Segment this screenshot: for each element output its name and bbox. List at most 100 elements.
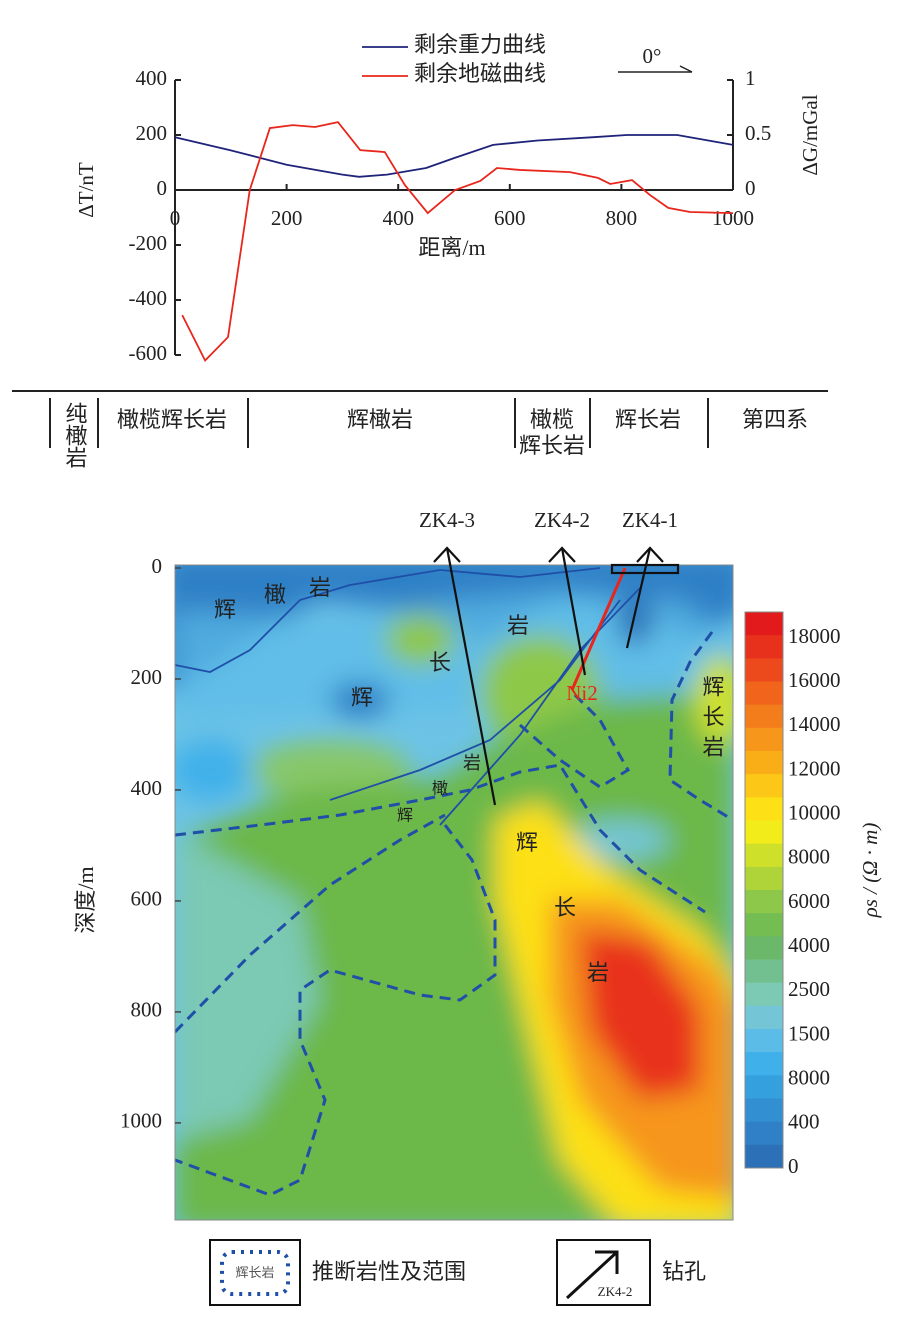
series-line: [181, 121, 734, 363]
legend-sample: 辉长岩: [235, 1265, 274, 1280]
drill-holes: [433, 546, 680, 806]
rock-label: 橄: [264, 582, 286, 607]
rock-label: 橄: [432, 780, 448, 798]
y-tick-label: 200: [136, 121, 168, 145]
colorbar-band: [745, 959, 783, 984]
legend-sample: ZK4-2: [598, 1284, 633, 1299]
colorbar-label: 1500: [788, 1021, 830, 1045]
colorbar-label: 4000: [788, 933, 830, 957]
colorbar-band: [745, 1029, 783, 1053]
depth-tick-label: 1000: [120, 1109, 162, 1133]
y2-tick-label: 0.5: [745, 121, 771, 145]
rock-label: 辉: [516, 830, 538, 855]
colorbar-band: [745, 1098, 783, 1123]
rock-label: 岩: [309, 575, 331, 600]
colorbar-band: [745, 681, 783, 706]
strata-frame: [12, 390, 828, 448]
x-tick-label: 0: [170, 206, 181, 230]
y-tick-label: 0: [157, 176, 168, 200]
y-tick-label: -400: [129, 286, 168, 310]
depth-label: 深度/m: [73, 866, 98, 933]
colorbar-band: [745, 866, 783, 891]
y2-axis-label: ΔG/mGal: [798, 94, 822, 175]
depth-tick-label: 200: [131, 665, 163, 689]
stratum-label: 辉橄岩: [347, 407, 413, 432]
x-tick-label: 600: [494, 206, 526, 230]
colorbar-label: 8000: [788, 845, 830, 869]
colorbar-band: [745, 820, 783, 845]
y-tick-label: -600: [129, 341, 168, 365]
colorbar-frame: [744, 611, 784, 1169]
y2-tick-label: 1: [745, 66, 756, 90]
legend-text: 钻孔: [662, 1259, 706, 1284]
drill-hole-label: ZK4-2: [534, 508, 590, 532]
depth-tick-label: 0: [152, 554, 163, 578]
colorbar-label: 12000: [788, 756, 841, 780]
depth-tick-label: 400: [131, 776, 163, 800]
colorbar-band: [745, 774, 783, 798]
colorbar-band: [745, 982, 783, 1007]
colorbar-label: 8000: [788, 1065, 830, 1089]
colorbar-label: 2500: [788, 977, 830, 1001]
depth-tick-label: 600: [131, 887, 163, 911]
ore-body: [570, 567, 627, 691]
legend-text: 推断岩性及范围: [312, 1259, 466, 1284]
colorbar-label: 18000: [788, 624, 841, 648]
north-arrow-head: [679, 65, 693, 73]
colorbar-label: 10000: [788, 800, 841, 824]
x-axis-label: 距离/m: [418, 235, 485, 260]
colorbar-band: [745, 612, 783, 636]
x-tick-label: 800: [606, 206, 638, 230]
colorbar-band: [745, 1144, 783, 1169]
inferred-boundaries: [175, 631, 733, 1197]
rock-label: 辉: [351, 685, 373, 710]
rock-label: 长: [429, 650, 451, 675]
y2-tick-label: 0: [745, 176, 756, 200]
rock-label: 辉: [214, 597, 236, 622]
series-line: [174, 134, 734, 178]
ore-label: Ni2: [566, 681, 598, 705]
stratum-label: 辉长岩: [519, 433, 585, 458]
x-tick-label: 1000: [712, 206, 754, 230]
stratum-label: 橄榄辉长岩: [117, 407, 227, 432]
legend-label: 剩余地磁曲线: [414, 61, 546, 86]
rock-label-vertical: 辉长岩: [700, 675, 725, 765]
north-label: 0°: [643, 44, 662, 68]
colorbar-band: [745, 1121, 783, 1146]
colorbar-label: 16000: [788, 668, 841, 692]
rock-label: 长: [554, 895, 576, 920]
stratum-label: 辉长岩: [615, 407, 681, 432]
resistivity-map: [175, 565, 733, 1220]
x-tick-label: 400: [382, 206, 414, 230]
colorbar-band: [745, 797, 783, 821]
rock-label: 岩: [587, 960, 609, 985]
stratum-label: 橄榄: [530, 407, 574, 432]
rock-label: 岩: [507, 613, 529, 638]
colorbar-band: [745, 727, 783, 752]
rock-label: 辉: [397, 807, 413, 825]
colorbar-label: 400: [788, 1110, 820, 1134]
colorbar-title: ρs / (Ω · m): [858, 823, 882, 919]
map-frame: [174, 564, 734, 1221]
colorbar-band: [745, 704, 783, 729]
colorbar-label: 0: [788, 1154, 799, 1178]
x-tick-label: 200: [271, 206, 303, 230]
y-tick-label: -200: [129, 231, 168, 255]
y-tick-label: 400: [136, 66, 168, 90]
colorbar-band: [745, 913, 783, 937]
legend-boxes: [209, 1239, 651, 1306]
colorbar-band: [745, 1005, 783, 1030]
colorbar-band: [745, 658, 783, 682]
y-axis-label: ΔT/nT: [74, 162, 98, 218]
colorbar-label: 14000: [788, 712, 841, 736]
colorbar-band: [745, 890, 783, 914]
stratum-label: 纯橄岩: [63, 402, 88, 468]
colorbar-band: [745, 843, 783, 868]
rock-label: 岩: [463, 753, 481, 773]
drill-hole-label: ZK4-1: [622, 508, 678, 532]
colorbar-band: [745, 936, 783, 960]
drill-hole-label: ZK4-3: [419, 508, 475, 532]
depth-tick-label: 800: [131, 998, 163, 1022]
